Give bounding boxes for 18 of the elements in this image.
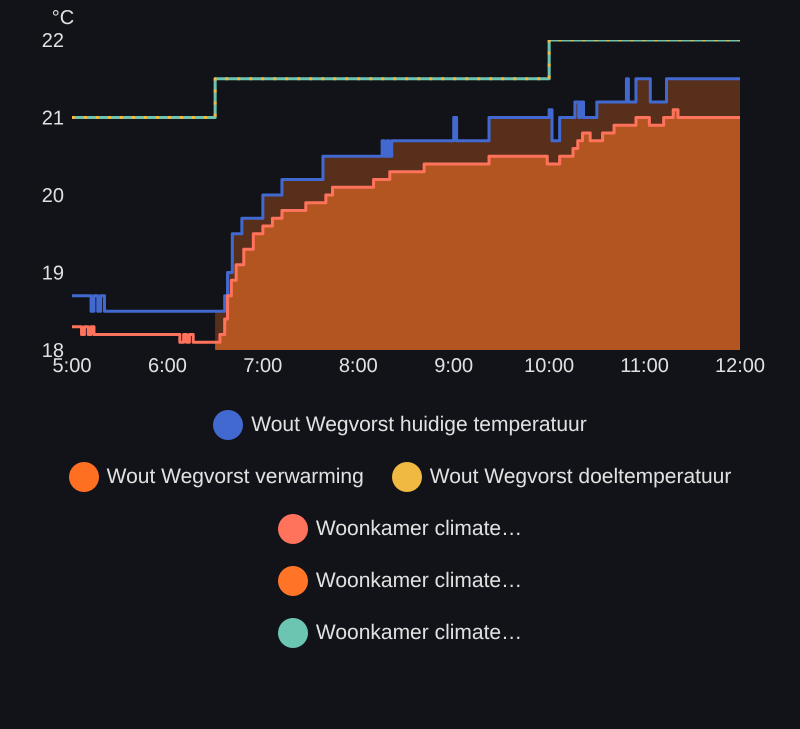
x-tick-label: 6:00 (148, 355, 187, 378)
legend-label: Woonkamer climate… (316, 621, 522, 645)
y-tick-label: 19 (42, 262, 64, 285)
x-tick-label: 7:00 (243, 355, 282, 378)
legend-label: Wout Wegvorst huidige temperatuur (251, 413, 587, 437)
x-tick-label: 8:00 (338, 355, 378, 378)
x-tick-label: 12:00 (714, 355, 766, 378)
y-axis-title: °C (52, 7, 74, 29)
y-tick-label: 21 (42, 108, 64, 130)
legend-label: Wout Wegvorst verwarming (106, 465, 364, 489)
legend-label: Woonkamer climate… (316, 517, 522, 541)
y-tick-label: 22 (42, 30, 64, 52)
x-tick-label: 10:00 (524, 355, 574, 378)
x-tick-label: 9:00 (434, 355, 474, 378)
x-tick-label: 11:00 (620, 355, 669, 378)
legend-label: Wout Wegvorst doeltemperatuur (430, 465, 732, 489)
legend-label: Woonkamer climate… (316, 569, 522, 593)
y-tick-label: 20 (42, 185, 64, 208)
